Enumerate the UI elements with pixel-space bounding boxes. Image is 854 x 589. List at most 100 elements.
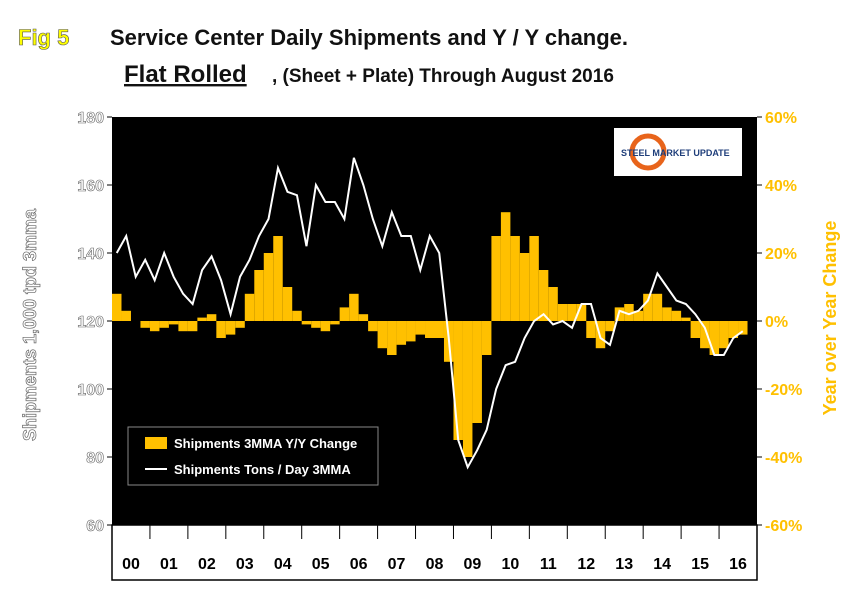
bar bbox=[273, 236, 283, 321]
y-tick-label: 60 bbox=[86, 518, 104, 535]
bar bbox=[643, 293, 653, 321]
x-tick-label: 03 bbox=[236, 556, 254, 573]
x-tick-label: 08 bbox=[426, 556, 444, 573]
x-tick-label: 10 bbox=[501, 556, 519, 573]
bar bbox=[149, 321, 160, 332]
bar bbox=[472, 321, 482, 423]
bar bbox=[624, 304, 634, 321]
bar bbox=[168, 321, 179, 325]
bar bbox=[282, 287, 293, 321]
legend-swatch bbox=[145, 437, 167, 449]
bar bbox=[557, 304, 568, 321]
x-tick-label: 15 bbox=[691, 556, 709, 573]
bar bbox=[500, 212, 511, 321]
y-tick-label: 120 bbox=[77, 314, 104, 331]
bar bbox=[576, 304, 587, 321]
bar bbox=[605, 321, 615, 332]
logo-box bbox=[614, 128, 742, 176]
y-tick-label: 140 bbox=[77, 246, 104, 263]
logo-ring bbox=[629, 133, 667, 171]
y2-tick-label: 20% bbox=[765, 246, 797, 263]
bar bbox=[396, 321, 407, 345]
x-tick-label: 00 bbox=[122, 556, 140, 573]
bar bbox=[311, 321, 321, 328]
x-tick-label: 04 bbox=[274, 556, 292, 573]
bar bbox=[206, 314, 217, 321]
bar bbox=[681, 317, 691, 321]
bar bbox=[387, 321, 397, 355]
x-tick-label: 01 bbox=[160, 556, 178, 573]
bar bbox=[377, 321, 388, 349]
x-tick-label: 13 bbox=[615, 556, 633, 573]
bar bbox=[112, 293, 122, 321]
y2-tick-label: 40% bbox=[765, 178, 797, 195]
bar bbox=[216, 321, 226, 338]
bar bbox=[671, 310, 682, 321]
x-tick-label: 14 bbox=[653, 556, 671, 573]
subtitle-rest: , (Sheet + Plate) Through August 2016 bbox=[272, 66, 614, 87]
line bbox=[115, 157, 744, 470]
bar bbox=[349, 293, 359, 321]
bar bbox=[453, 321, 463, 440]
bar bbox=[462, 321, 473, 457]
bar bbox=[662, 307, 672, 321]
y2-tick-label: -20% bbox=[765, 382, 802, 399]
y2-tick-label: 0% bbox=[765, 314, 788, 331]
bar bbox=[690, 321, 701, 338]
legend bbox=[127, 426, 379, 486]
bar bbox=[330, 321, 340, 325]
y-tick-label: 80 bbox=[86, 450, 104, 467]
bar bbox=[292, 310, 302, 321]
y2-tick-label: -60% bbox=[765, 518, 802, 535]
x-tick-label: 02 bbox=[198, 556, 216, 573]
legend-label: Shipments 3MMA Y/Y Change bbox=[174, 436, 357, 451]
bar bbox=[235, 321, 245, 328]
x-axis-band bbox=[111, 524, 758, 581]
x-tick-label: 06 bbox=[350, 556, 368, 573]
bar bbox=[320, 321, 331, 332]
bar bbox=[709, 321, 720, 355]
y-tick-label: 160 bbox=[77, 178, 104, 195]
bar bbox=[700, 321, 710, 349]
chart-title: Service Center Daily Shipments and Y / Y… bbox=[110, 25, 628, 50]
bar bbox=[519, 253, 530, 321]
bar bbox=[121, 310, 131, 321]
bar bbox=[263, 253, 274, 321]
bar bbox=[415, 321, 426, 335]
bar bbox=[254, 270, 264, 321]
bar bbox=[567, 304, 577, 321]
bar bbox=[425, 321, 435, 338]
x-tick-label: 12 bbox=[577, 556, 595, 573]
bar bbox=[652, 293, 663, 321]
y2-tick-label: 60% bbox=[765, 110, 797, 127]
fig-label: Fig 5 bbox=[18, 25, 69, 50]
bar bbox=[728, 321, 739, 338]
bar bbox=[159, 321, 169, 328]
y2-tick-label: -40% bbox=[765, 450, 802, 467]
logo-text: STEEL MARKET UPDATE bbox=[621, 148, 730, 158]
bar bbox=[406, 321, 416, 342]
x-tick-label: 11 bbox=[540, 556, 557, 573]
bar bbox=[548, 287, 558, 321]
bar bbox=[225, 321, 236, 335]
bar bbox=[633, 310, 644, 321]
y-tick-label: 180 bbox=[77, 110, 104, 127]
bar bbox=[178, 321, 188, 332]
x-tick-label: 16 bbox=[729, 556, 747, 573]
bar bbox=[244, 293, 255, 321]
legend-label: Shipments Tons / Day 3MMA bbox=[174, 462, 351, 477]
x-tick-label: 07 bbox=[388, 556, 406, 573]
bar bbox=[529, 236, 539, 321]
y2-axis-label: Year over Year Change bbox=[820, 221, 840, 416]
y-axis-label: Shipments 1,000 tpd 3mma bbox=[20, 208, 40, 441]
x-tick-label: 05 bbox=[312, 556, 330, 573]
subtitle-main: Flat Rolled bbox=[124, 61, 247, 88]
bar bbox=[187, 321, 198, 332]
bar bbox=[358, 314, 369, 321]
bar bbox=[719, 321, 729, 349]
bar bbox=[368, 321, 378, 332]
bar bbox=[197, 317, 207, 321]
bar bbox=[140, 321, 150, 328]
bar bbox=[339, 307, 350, 321]
